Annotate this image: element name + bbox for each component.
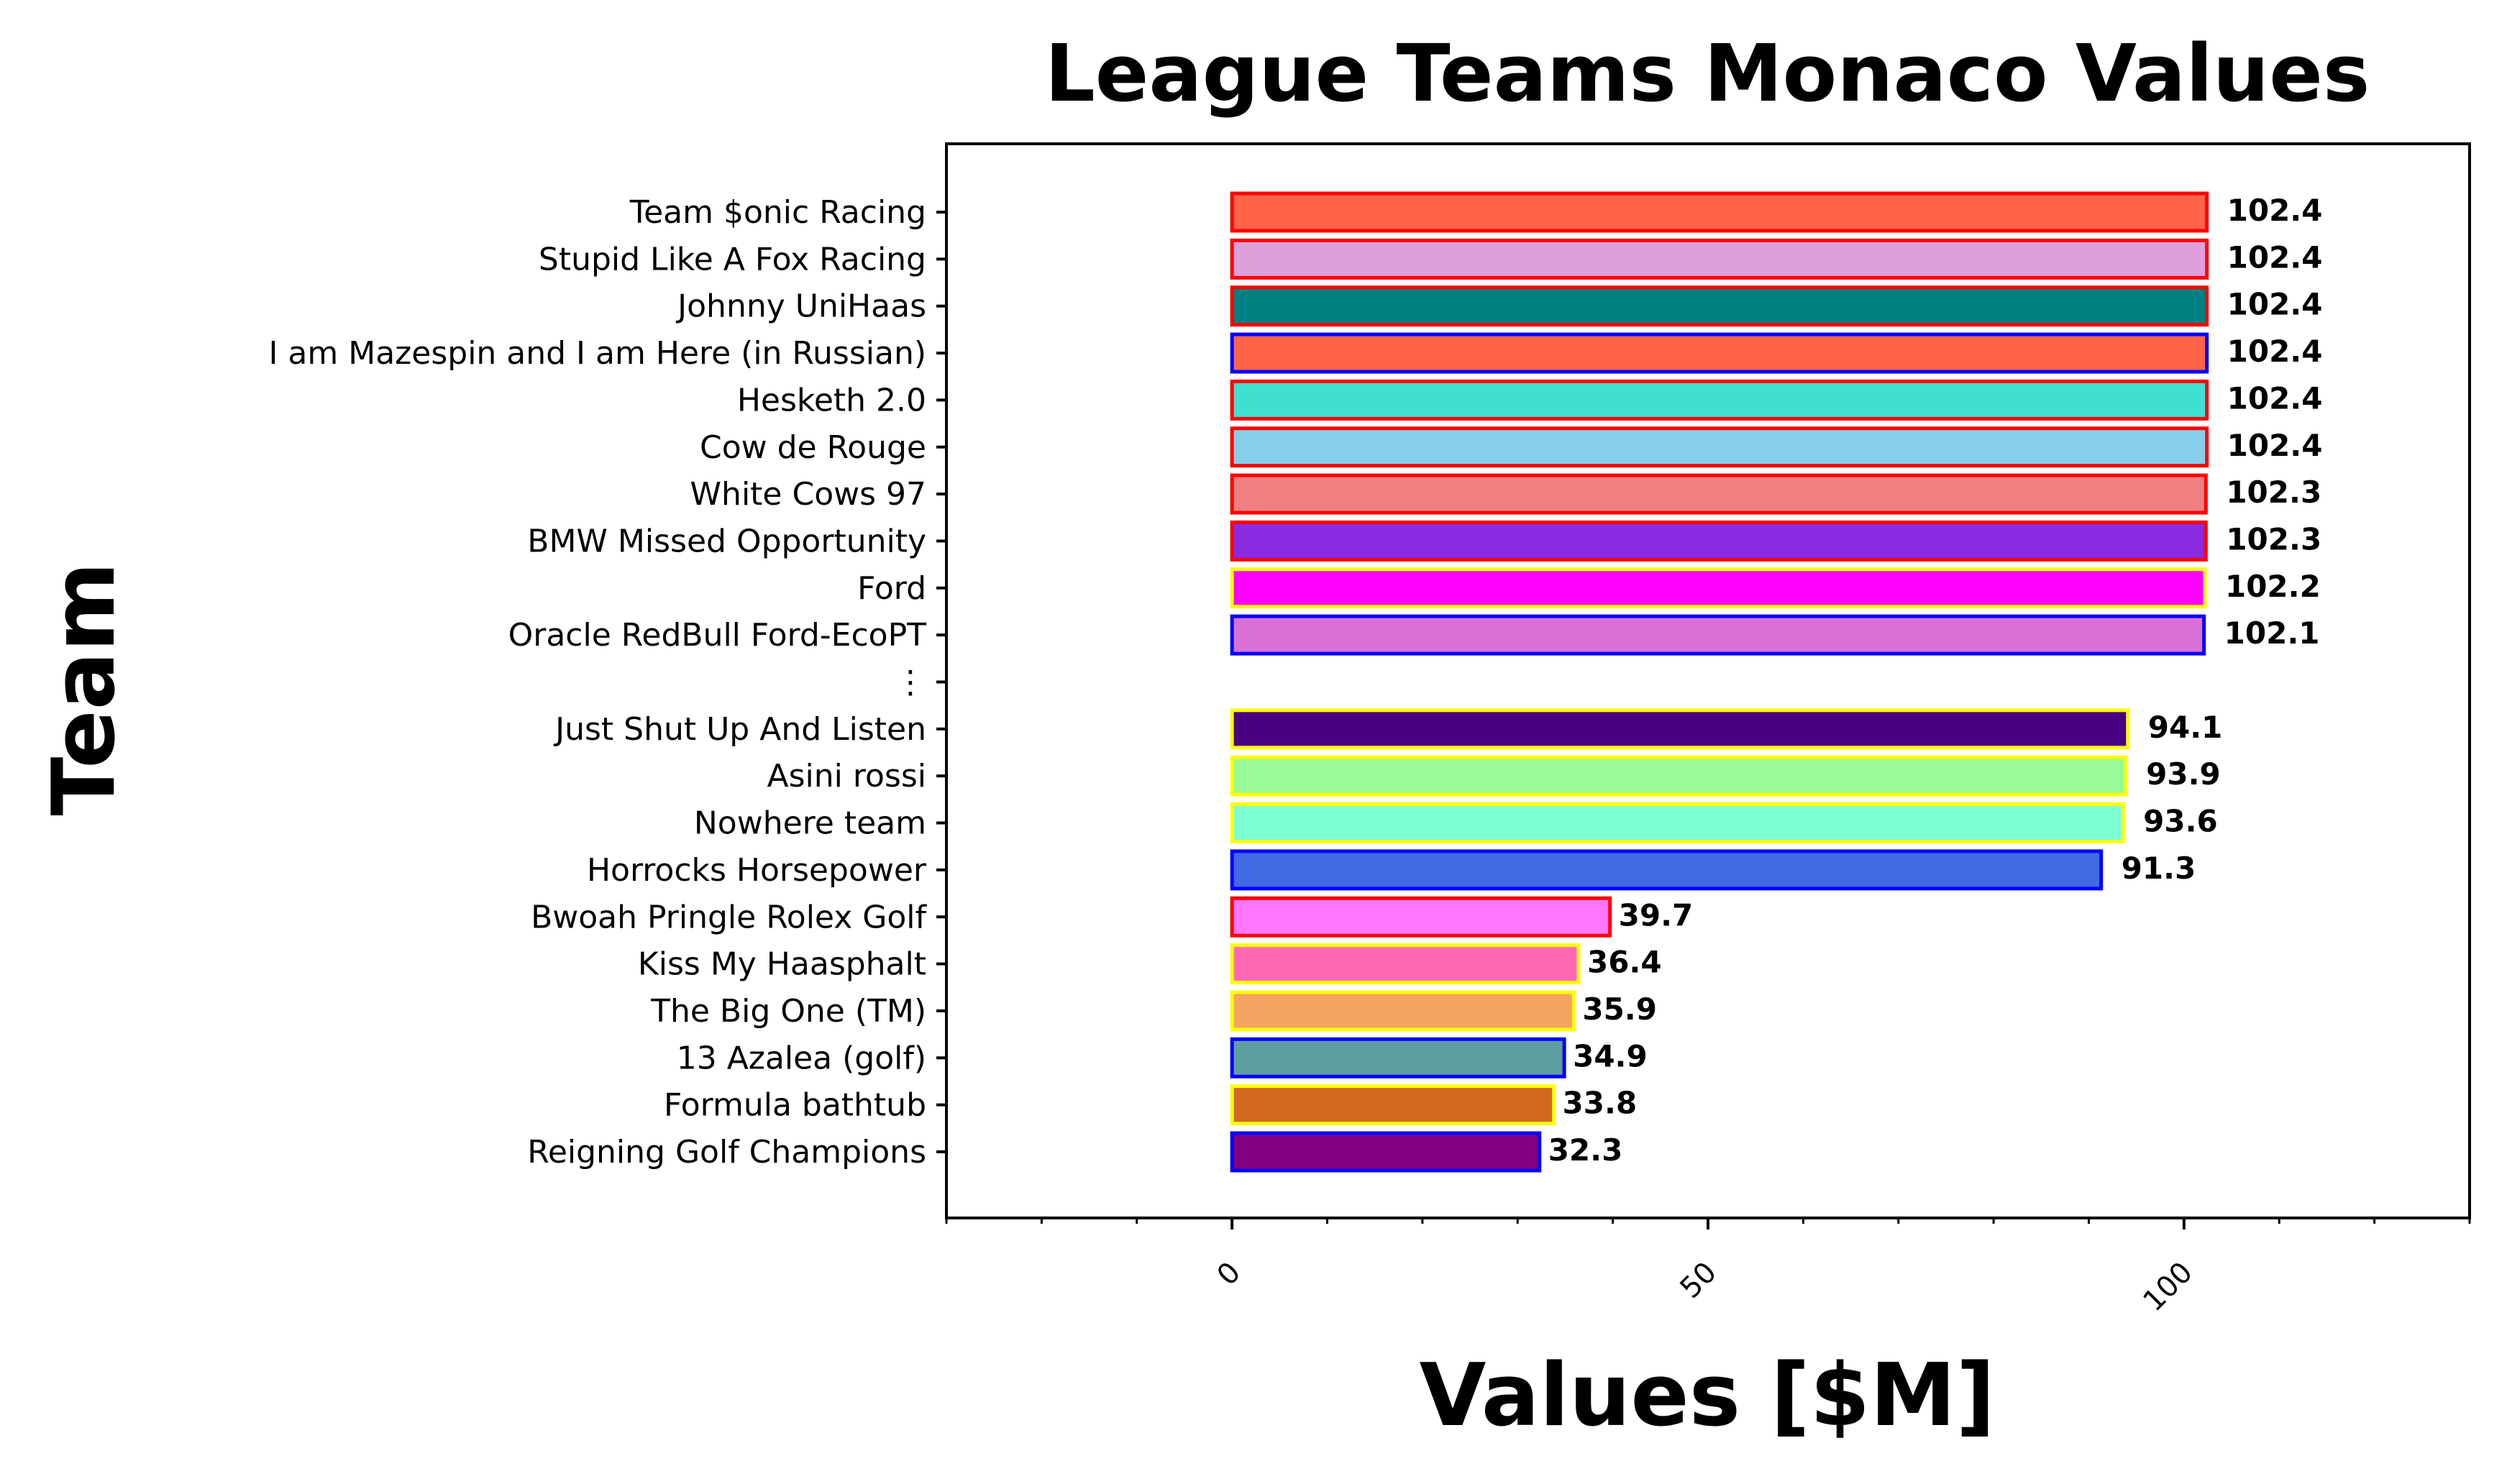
bar	[1230, 614, 2206, 656]
data-label: 102.1	[2224, 615, 2320, 651]
bar	[1230, 1131, 1542, 1173]
y-tick-label: White Cows 97	[690, 476, 926, 513]
data-label: 102.2	[2225, 569, 2321, 604]
data-label: 39.7	[1619, 897, 1694, 933]
y-tick-label: 13 Azalea (golf)	[677, 1040, 926, 1076]
data-label: 102.4	[2227, 334, 2323, 369]
y-tick-label: BMW Missed Opportunity	[527, 523, 926, 559]
y-tick-label: Johnny UniHaas	[675, 288, 926, 325]
data-label: 93.6	[2143, 804, 2218, 839]
data-label: 94.1	[2148, 710, 2223, 745]
chart-title: League Teams Monaco Values	[1045, 27, 2370, 119]
bar	[1230, 990, 1576, 1032]
y-tick-label: Formula bathtub	[664, 1087, 926, 1124]
bar	[1230, 943, 1581, 985]
bar	[1230, 473, 2208, 515]
bar	[1230, 802, 2125, 844]
y-tick-label: The Big One (TM)	[650, 993, 926, 1030]
labels-group: Team $onic Racing 102.4 Stupid Like A Fox …	[268, 193, 2322, 1318]
y-tick-label: Horrocks Horsepower	[587, 852, 927, 889]
y-tick-label: Ford	[857, 570, 926, 607]
bar	[1230, 332, 2209, 374]
y-tick-label: Reigning Golf Champions	[527, 1134, 926, 1171]
bar	[1230, 567, 2207, 609]
y-tick-label: Kiss My Haasphalt	[638, 946, 926, 983]
bar	[1230, 285, 2209, 327]
data-label: 91.3	[2122, 851, 2196, 886]
axis-ticks	[936, 211, 2471, 1229]
y-tick-label: Hesketh 2.0	[737, 382, 926, 418]
data-label: 102.4	[2227, 193, 2323, 228]
data-label: 102.3	[2226, 521, 2321, 556]
bar	[1230, 426, 2209, 468]
x-tick-label: 0	[1211, 1256, 1248, 1293]
bar	[1230, 1084, 1556, 1126]
bar	[1230, 896, 1612, 938]
y-tick-label: Stupid Like A Fox Racing	[539, 241, 926, 278]
bar	[1230, 238, 2209, 280]
x-tick-label: 100	[2137, 1256, 2199, 1319]
y-tick-label: Oracle RedBull Ford-EcoPT	[508, 617, 926, 654]
data-label: 33.8	[1563, 1086, 1638, 1121]
x-tick-label: 50	[1674, 1256, 1724, 1306]
data-label: 102.4	[2227, 287, 2323, 322]
y-tick-label: Asini rossi	[767, 758, 926, 794]
x-axis-label: Values [$M]	[1419, 1346, 1995, 1446]
bar	[1230, 379, 2209, 421]
y-tick-label: Cow de Rouge	[700, 429, 926, 466]
data-label: 93.9	[2146, 756, 2221, 792]
data-label: 34.9	[1573, 1038, 1648, 1073]
y-tick-label: Bwoah Pringle Rolex Golf	[531, 899, 927, 935]
y-tick-label: Just Shut Up And Listen	[553, 711, 926, 748]
bar	[1230, 520, 2208, 562]
data-label: 102.4	[2227, 428, 2323, 463]
bars-group	[1230, 191, 2209, 1173]
data-label: 102.4	[2227, 380, 2323, 416]
y-tick-label: ⋮	[895, 664, 926, 701]
y-tick-label: Nowhere team	[694, 805, 926, 842]
data-label: 36.4	[1587, 945, 1662, 980]
bar	[1230, 849, 2104, 891]
y-axis-label: Team	[35, 562, 134, 815]
data-label: 102.3	[2226, 475, 2321, 510]
bar	[1230, 191, 2209, 233]
data-label: 32.3	[1548, 1132, 1623, 1168]
y-tick-label: Team $onic Racing	[629, 194, 926, 231]
plot-area-frame	[945, 142, 2471, 1219]
bar	[1230, 755, 2128, 797]
bar	[1230, 1037, 1566, 1078]
bar	[1230, 708, 2130, 750]
y-tick-label: I am Mazespin and I am Here (in Russian)	[268, 335, 926, 372]
data-label: 35.9	[1582, 991, 1657, 1027]
data-label: 102.4	[2227, 239, 2323, 275]
